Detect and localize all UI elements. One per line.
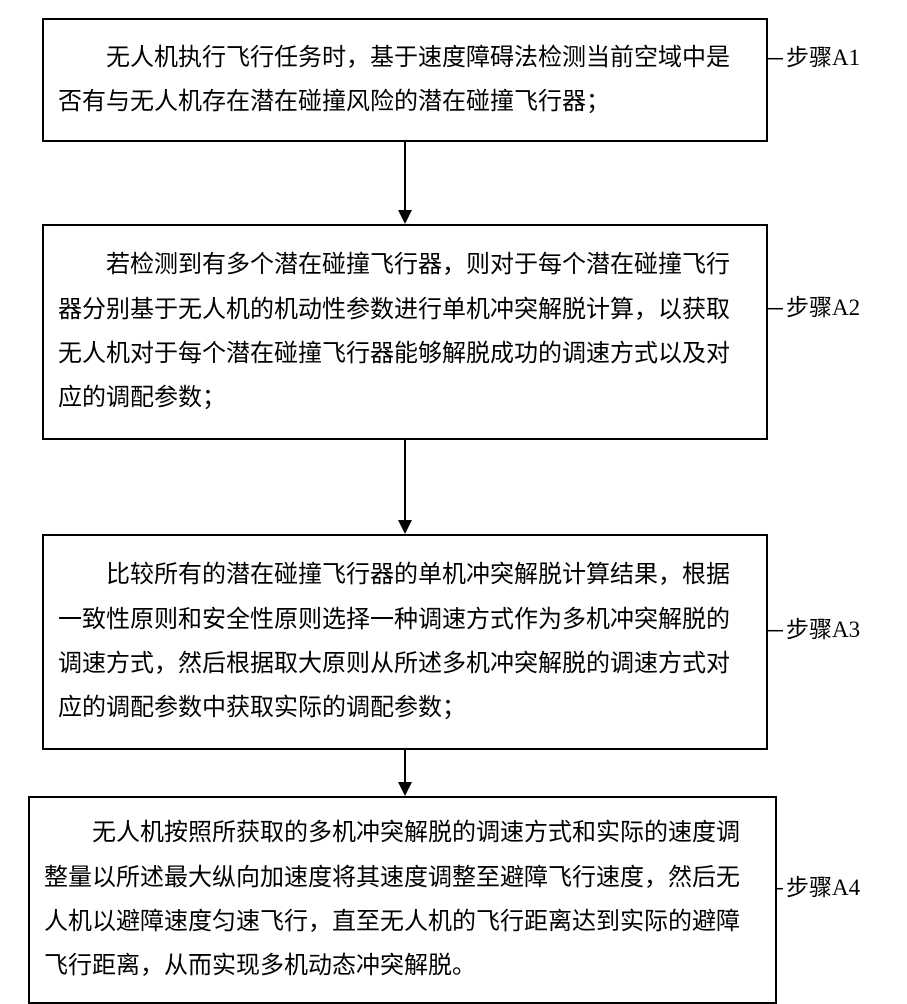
flow-node-A4: 无人机按照所获取的多机冲突解脱的调速方式和实际的速度调整量以所述最大纵向加速度将… (28, 796, 777, 1004)
flowchart-canvas: 无人机执行飞行任务时，基于速度障碍法检测当前空域中是否有与无人机存在潜在碰撞风险… (0, 0, 907, 1000)
flow-node-text-A4: 无人机按照所获取的多机冲突解脱的调速方式和实际的速度调整量以所述最大纵向加速度将… (44, 811, 761, 989)
step-label-A2: 步骤A2 (786, 288, 860, 322)
step-label-A4: 步骤A4 (786, 868, 860, 902)
step-label-A3: 步骤A3 (786, 610, 860, 644)
flow-node-A3: 比较所有的潜在碰撞飞行器的单机冲突解脱计算结果，根据一致性原则和安全性原则选择一… (42, 534, 768, 750)
flow-node-A1: 无人机执行飞行任务时，基于速度障碍法检测当前空域中是否有与无人机存在潜在碰撞风险… (42, 18, 768, 142)
flow-node-text-A3: 比较所有的潜在碰撞飞行器的单机冲突解脱计算结果，根据一致性原则和安全性原则选择一… (58, 553, 752, 731)
flow-node-A2: 若检测到有多个潜在碰撞飞行器，则对于每个潜在碰撞飞行器分别基于无人机的机动性参数… (42, 224, 768, 440)
flow-node-text-A1: 无人机执行飞行任务时，基于速度障碍法检测当前空域中是否有与无人机存在潜在碰撞风险… (58, 36, 752, 125)
step-label-A1: 步骤A1 (786, 38, 860, 72)
flow-node-text-A2: 若检测到有多个潜在碰撞飞行器，则对于每个潜在碰撞飞行器分别基于无人机的机动性参数… (58, 243, 752, 421)
